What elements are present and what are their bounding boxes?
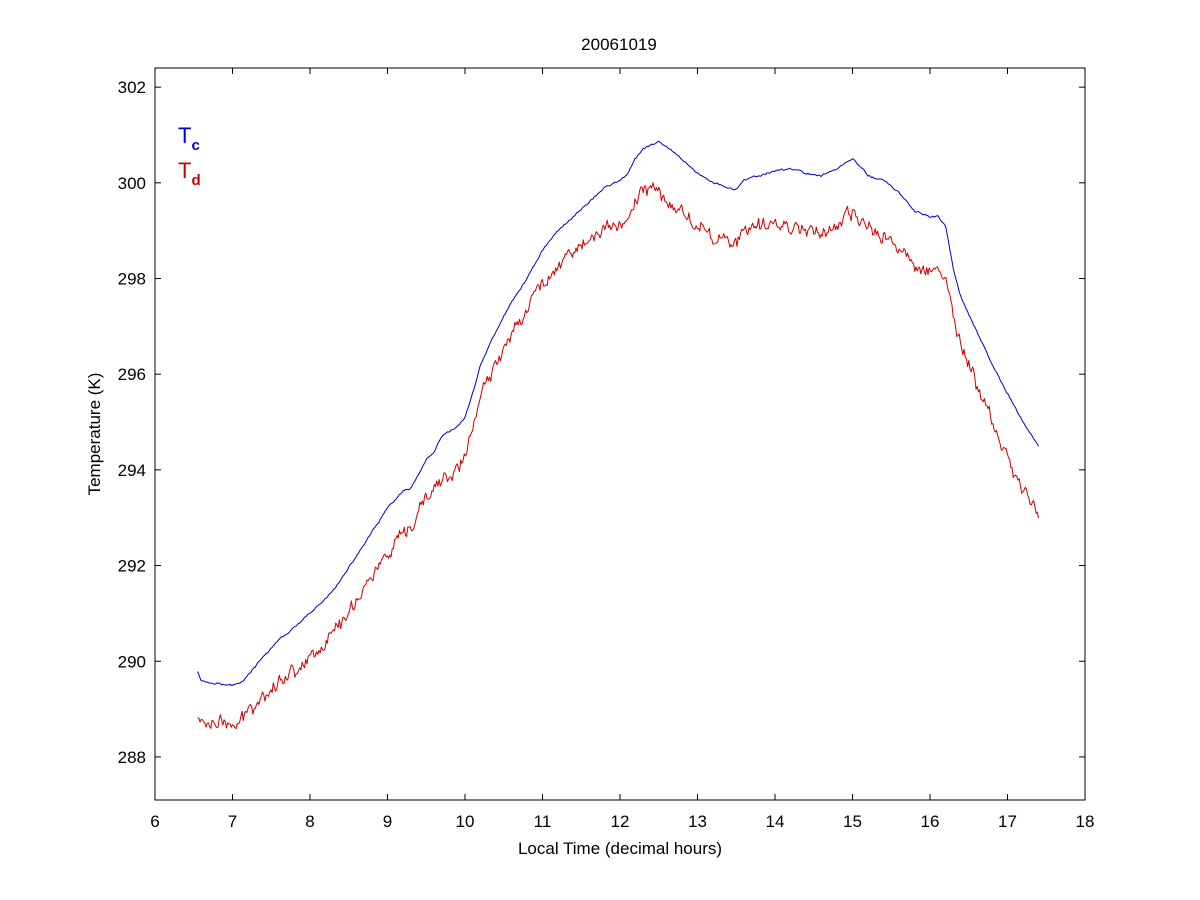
x-tick-label: 7 bbox=[228, 812, 237, 831]
x-tick-label: 13 bbox=[688, 812, 707, 831]
y-tick-label: 294 bbox=[118, 461, 146, 480]
legend: Tc Td bbox=[178, 123, 201, 189]
x-tick-label: 9 bbox=[383, 812, 392, 831]
x-tick-label: 12 bbox=[611, 812, 630, 831]
y-axis-label: Temperature (K) bbox=[85, 373, 104, 496]
axis-ticks: 6 7 8 9 10 11 12 13 14 15 16 17 18 288 290 292 294 296 298… bbox=[118, 68, 1095, 831]
x-tick-label: 6 bbox=[150, 812, 159, 831]
x-axis-label: Local Time (decimal hours) bbox=[518, 839, 722, 858]
y-tick-label: 290 bbox=[118, 652, 146, 671]
x-tick-label: 18 bbox=[1076, 812, 1095, 831]
y-tick-label: 300 bbox=[118, 174, 146, 193]
y-tick-label: 288 bbox=[118, 748, 146, 767]
legend-entry: Tc bbox=[178, 123, 200, 154]
y-tick-label: 296 bbox=[118, 365, 146, 384]
x-tick-label: 8 bbox=[305, 812, 314, 831]
y-tick-label: 302 bbox=[118, 78, 146, 97]
chart-title: 20061019 bbox=[581, 35, 657, 54]
series-line-1 bbox=[197, 140, 1039, 686]
x-tick-label: 16 bbox=[921, 812, 940, 831]
y-tick-label: 298 bbox=[118, 270, 146, 289]
x-tick-label: 10 bbox=[456, 812, 475, 831]
x-tick-label: 15 bbox=[843, 812, 862, 831]
series-line-2 bbox=[197, 182, 1039, 730]
series-layer bbox=[197, 140, 1039, 730]
x-tick-label: 11 bbox=[534, 812, 552, 831]
legend-entry: Td bbox=[178, 158, 201, 189]
y-tick-label: 292 bbox=[118, 557, 146, 576]
x-tick-label: 17 bbox=[998, 812, 1017, 831]
plot-area-frame bbox=[154, 67, 1086, 801]
x-tick-label: 14 bbox=[766, 812, 785, 831]
